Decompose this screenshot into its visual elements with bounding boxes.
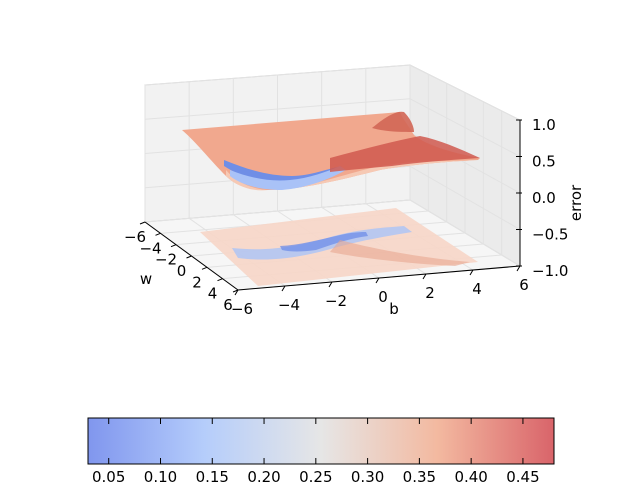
colorbar-tick-label: 0.05 bbox=[92, 468, 125, 486]
colorbar-tick-label: 0.30 bbox=[351, 468, 384, 486]
colorbar-gradient bbox=[87, 417, 555, 465]
level-grid bbox=[144, 64, 521, 121]
b-tick-mark bbox=[469, 269, 474, 276]
b-tick-label: −2 bbox=[325, 292, 347, 310]
w-tick-mark bbox=[201, 266, 208, 270]
level-grid bbox=[144, 98, 521, 157]
error-tick-label: 1.0 bbox=[532, 116, 556, 134]
w-tick-mark bbox=[170, 244, 177, 248]
w-tick-label: −6 bbox=[124, 228, 146, 246]
b-tick-mark bbox=[422, 273, 427, 280]
w-tick-label: 0 bbox=[177, 262, 187, 280]
error-axis-label: error bbox=[567, 184, 585, 221]
colorbar-tick-label: 0.45 bbox=[506, 468, 539, 486]
b-axis-label: b bbox=[389, 300, 399, 318]
colorbar: 0.05 0.10 0.15 0.20 0.25 0.30 0.35 0.40 0.45 bbox=[87, 417, 555, 486]
w-tick-label: −4 bbox=[139, 239, 161, 257]
surface-trough-lip bbox=[230, 166, 346, 190]
error-tick-label: −1.0 bbox=[532, 262, 568, 280]
colorbar-tick-label: 0.25 bbox=[299, 468, 332, 486]
b-tick-label: 2 bbox=[425, 284, 435, 302]
level-grid bbox=[144, 199, 521, 267]
w-tick-label: 4 bbox=[208, 285, 218, 303]
w-tick-mark bbox=[155, 232, 161, 236]
b-axis-ticks: −6 −4 −2 0 2 4 6 bbox=[231, 265, 529, 318]
error-surface bbox=[182, 111, 480, 191]
w-tick-label: 6 bbox=[223, 296, 233, 314]
error-tick-label: 0.0 bbox=[532, 189, 556, 207]
b-tick-mark bbox=[234, 289, 239, 296]
w-tick-mark bbox=[139, 221, 146, 225]
b-tick-mark bbox=[516, 265, 521, 272]
w-axis-label: w bbox=[140, 270, 152, 288]
b-tick-label: 6 bbox=[519, 276, 529, 294]
surface-peak bbox=[372, 111, 414, 132]
contour-projection bbox=[200, 208, 478, 286]
error-tick-label: −0.5 bbox=[532, 226, 568, 244]
error-axis-ticks: −1.0 −0.5 0.0 0.5 1.0 bbox=[516, 116, 568, 280]
b-tick-mark bbox=[328, 281, 333, 288]
b-tick-label: −6 bbox=[231, 300, 253, 318]
b-tick-mark bbox=[375, 277, 380, 284]
surface-ridge bbox=[330, 136, 480, 172]
colorbar-tick-label: 0.35 bbox=[403, 468, 436, 486]
b-tick-label: −4 bbox=[278, 296, 300, 314]
w-tick-mark bbox=[186, 255, 192, 259]
contour-min-region bbox=[280, 232, 368, 252]
b-tick-label: 0 bbox=[378, 288, 388, 306]
colorbar-tick-label: 0.15 bbox=[196, 468, 229, 486]
colorbar-tick-label: 0.10 bbox=[144, 468, 177, 486]
b-tick-label: 4 bbox=[472, 280, 482, 298]
error-tick-label: 0.5 bbox=[532, 153, 556, 171]
colorbar-tick-label: 0.20 bbox=[247, 468, 280, 486]
contour-high-region bbox=[330, 240, 470, 266]
colorbar-ticks: 0.05 0.10 0.15 0.20 0.25 0.30 0.35 0.40 0.45 bbox=[92, 418, 540, 486]
surface-front-edge bbox=[226, 160, 478, 191]
w-tick-label: 2 bbox=[192, 273, 202, 291]
b-tick-mark bbox=[281, 285, 286, 292]
colorbar-tick-label: 0.40 bbox=[454, 468, 487, 486]
w-tick-label: −2 bbox=[155, 251, 177, 269]
w-tick-mark bbox=[232, 289, 239, 293]
w-tick-mark bbox=[217, 278, 223, 282]
